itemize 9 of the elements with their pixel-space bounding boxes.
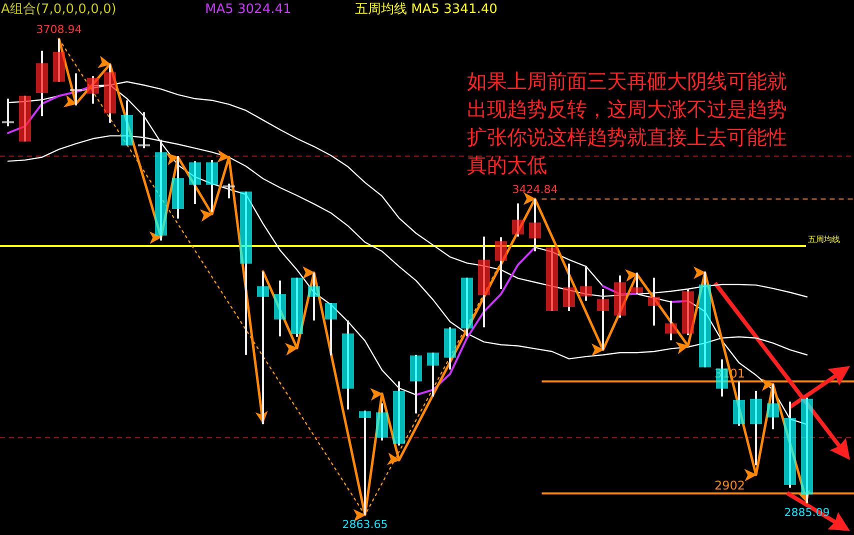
ref-line-label: 2902 [714,478,745,492]
annotation: 2863.65 [342,518,388,531]
text: MA5 3024.41 [205,2,292,17]
text: 五周均线 MA5 3341.40 [355,2,498,17]
annotation: 3708.94 [36,23,82,36]
annotation: 3424.84 [512,182,558,196]
annotation: 如果上周前面三天再砸大阴线可能就出现趋势反转，这周大涨不过是趋势扩张你说这样趋势就直接上去可能性真的太低 [467,69,787,177]
chart-title: A组合(7,0,0,0,0,0) [1,2,116,17]
ref-line-label: 五周均线 [808,234,840,244]
